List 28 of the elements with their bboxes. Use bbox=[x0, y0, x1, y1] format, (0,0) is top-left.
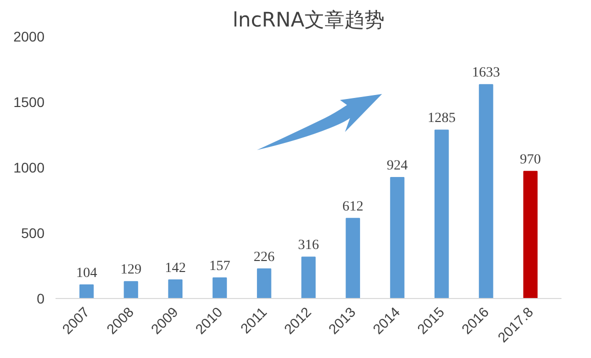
bar bbox=[301, 256, 316, 298]
bar bbox=[256, 268, 272, 298]
bar bbox=[390, 176, 404, 298]
y-tick-label: 0 bbox=[36, 290, 45, 306]
data-label: 924 bbox=[386, 158, 408, 174]
data-label: 1633 bbox=[472, 66, 500, 81]
data-label: 970 bbox=[520, 152, 541, 168]
bar bbox=[79, 284, 94, 298]
y-tick-label: 1000 bbox=[13, 160, 45, 176]
bar bbox=[434, 130, 449, 298]
bar bbox=[523, 170, 538, 298]
data-label: 1285 bbox=[428, 111, 456, 126]
data-label: 142 bbox=[164, 260, 186, 276]
bar bbox=[478, 84, 494, 298]
y-tick-label: 500 bbox=[21, 225, 45, 241]
data-label: 612 bbox=[342, 199, 364, 214]
y-tick-label: 2000 bbox=[13, 28, 45, 44]
chart-title: lncRNA文章趋势 bbox=[232, 8, 384, 32]
data-label: 226 bbox=[254, 250, 275, 265]
bar bbox=[346, 218, 360, 298]
data-label: 104 bbox=[76, 266, 98, 281]
y-tick-label: 1500 bbox=[13, 94, 45, 110]
bar bbox=[212, 277, 227, 298]
data-label: 129 bbox=[120, 262, 142, 278]
bar bbox=[168, 279, 182, 298]
bar bbox=[124, 281, 138, 298]
data-label: 316 bbox=[298, 238, 319, 254]
data-label: 157 bbox=[209, 258, 230, 274]
